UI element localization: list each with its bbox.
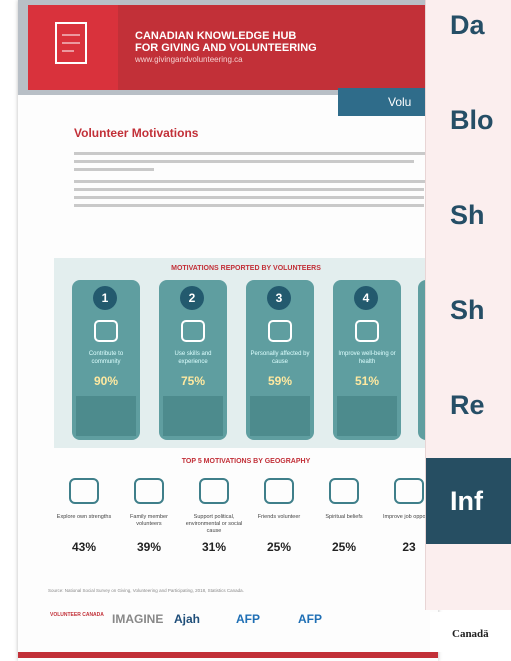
logo: Ajah (174, 612, 201, 626)
geography-icon (329, 478, 359, 504)
geography-heading: TOP 5 MOTIVATIONS BY GEOGRAPHY (181, 458, 311, 465)
geography-item: Explore own strengths 43% (52, 478, 116, 554)
geography-icon (199, 478, 229, 504)
menu-item[interactable]: Re (450, 390, 485, 420)
dropdown-menu: Da Blo Sh Sh Re Inf (425, 0, 511, 610)
card-icon (268, 320, 292, 342)
motivation-card: 4 Improve well-being or health 51% (333, 280, 401, 440)
header-url: www.givingandvolunteering.ca (135, 55, 243, 64)
geography-icon (264, 478, 294, 504)
card-number: 3 (267, 286, 291, 310)
geography-label: Support political, environmental or soci… (185, 514, 243, 534)
header-icon (28, 5, 118, 90)
card-number: 4 (354, 286, 378, 310)
geography-label: Family member volunteers (130, 514, 168, 527)
text-line (74, 196, 424, 199)
section-title: Volunteer Motivations (74, 126, 199, 140)
text-line (74, 180, 429, 183)
text-line (74, 168, 154, 171)
card-table (337, 396, 397, 436)
motivation-card: 2 Use skills and experience 75% (159, 280, 227, 440)
card-number: 1 (93, 286, 117, 310)
title-line: FOR GIVING AND VOLUNTEERING (135, 42, 317, 54)
menu-item[interactable]: Da (450, 10, 485, 40)
card-label: Personally affected by cause (250, 351, 310, 365)
card-label: Use skills and experience (174, 351, 212, 365)
geography-percent: 25% (331, 540, 357, 554)
geography-item: Improve job opportun 23 (377, 478, 441, 554)
geography-percent: 23 (402, 540, 416, 554)
geography-item: Spiritual beliefs 25% (312, 478, 376, 554)
motivation-card: 3 Personally affected by cause 59% (246, 280, 314, 440)
card-percent: 51% (354, 374, 380, 388)
geography-item: Friends volunteer 25% (247, 478, 311, 554)
geography-percent: 43% (71, 540, 97, 554)
card-table (250, 396, 310, 436)
geography-percent: 31% (201, 540, 227, 554)
geography-label: Spiritual beliefs (325, 514, 363, 520)
geography-item: Family member volunteers 39% (117, 478, 181, 554)
header-title-band (118, 5, 438, 90)
text-line (74, 152, 434, 155)
canada-wordmark: Canadä (452, 628, 489, 640)
geography-label: Improve job opportun (383, 514, 435, 520)
header-title: CANADIAN KNOWLEDGE HUB FOR GIVING AND VO… (135, 30, 317, 66)
card-label: Contribute to community (88, 351, 124, 365)
geography-item: Support political, environmental or soci… (182, 478, 246, 554)
geography-icon (134, 478, 164, 504)
text-line (74, 188, 424, 191)
banner: Volu (338, 88, 438, 116)
card-icon (181, 320, 205, 342)
text-line (74, 204, 424, 207)
motivations-heading: MOTIVATIONS REPORTED BY VOLUNTEERS (171, 265, 321, 272)
card-percent: 90% (93, 374, 119, 388)
card-percent: 75% (180, 374, 206, 388)
icon (55, 22, 87, 64)
doc-corner: Canadä (430, 612, 511, 652)
source: Source: National Social Survey on Giving… (48, 588, 244, 593)
menu-item[interactable]: Inf (426, 458, 511, 544)
card-icon (94, 320, 118, 342)
card-number: 2 (180, 286, 204, 310)
title-line: CANADIAN KNOWLEDGE HUB (135, 30, 297, 42)
card-table (76, 396, 136, 436)
text-line (74, 160, 414, 163)
geography-label: Explore own strengths (56, 514, 112, 520)
logo: AFP (298, 612, 322, 626)
card-percent: 59% (267, 374, 293, 388)
geography-percent: 25% (266, 540, 292, 554)
logo: AFP (236, 612, 260, 626)
menu-item[interactable]: Sh (450, 295, 485, 325)
card-icon (355, 320, 379, 342)
document-page: CANADIAN KNOWLEDGE HUB FOR GIVING AND VO… (18, 0, 448, 661)
logo: VOLUNTEER CANADA (50, 612, 104, 618)
card-table (163, 396, 223, 436)
geography-icon (394, 478, 424, 504)
menu-item[interactable]: Sh (450, 200, 485, 230)
geography-icon (69, 478, 99, 504)
footer-band (18, 652, 438, 658)
menu-item[interactable]: Blo (450, 105, 494, 135)
motivation-card: 1 Contribute to community 90% (72, 280, 140, 440)
geography-percent: 39% (136, 540, 162, 554)
card-label: Improve well-being or health (338, 351, 396, 365)
logo: IMAGINE (112, 612, 164, 626)
geography-label: Friends volunteer (257, 514, 301, 520)
